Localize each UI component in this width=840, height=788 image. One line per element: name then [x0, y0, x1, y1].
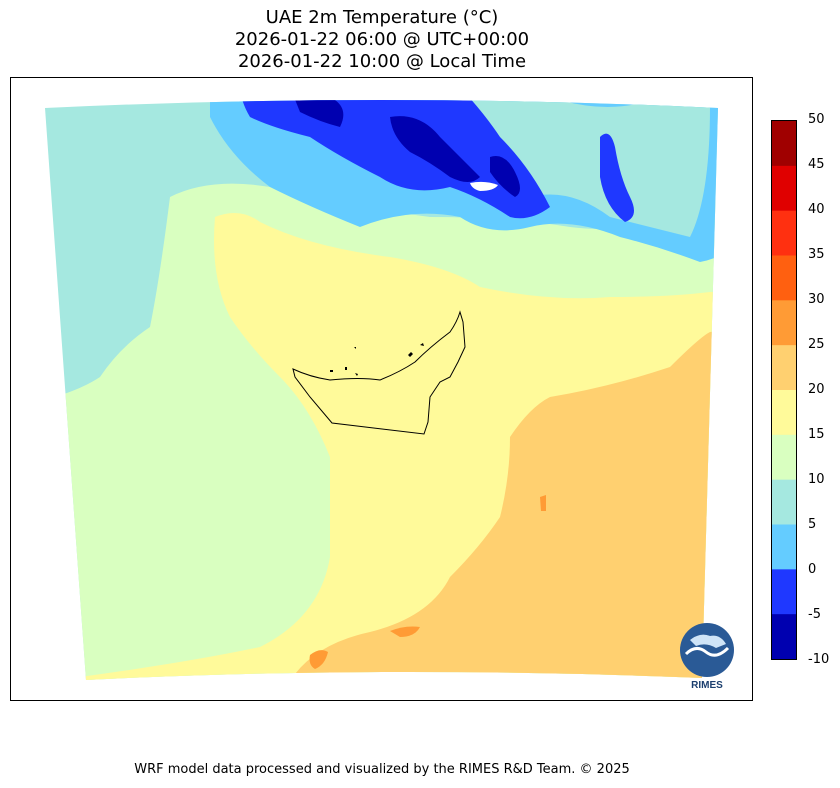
colorbar-swatch	[772, 390, 796, 436]
colorbar-tick-label: -5	[808, 607, 821, 622]
utc-time-subtitle: 2026-01-22 06:00 @ UTC+00:00	[234, 29, 530, 50]
colorbar-swatch	[772, 479, 796, 525]
colorbar-tick-label: 30	[808, 292, 825, 307]
colorbar-tick-label: 20	[808, 382, 825, 397]
colorbar	[771, 120, 797, 660]
colorbar-swatch	[772, 255, 796, 301]
zone-mild-north	[440, 100, 710, 237]
zone-orange-patch-2	[390, 626, 420, 637]
zone-orange-patch-3	[540, 495, 546, 511]
footer-credit: WRF model data processed and visualized …	[134, 762, 630, 777]
rimes-logo: RIMES	[680, 623, 734, 690]
colorbar-tick-label: 50	[808, 112, 825, 127]
colorbar-swatch	[772, 614, 796, 659]
colorbar-tick-label: 10	[808, 472, 825, 487]
map-title: UAE 2m Temperature (°C)	[265, 7, 499, 28]
colorbar-swatch	[772, 524, 796, 570]
colorbar-swatch	[772, 300, 796, 346]
colorbar-tick-label: 15	[808, 427, 825, 442]
zone-white-pocket	[470, 181, 498, 191]
rimes-logo-circle	[680, 623, 734, 677]
colorbar-swatches	[772, 121, 796, 659]
zone-cold-deep	[290, 100, 344, 127]
zone-cold-deep-2	[390, 116, 480, 182]
colorbar-swatch	[772, 569, 796, 615]
colorbar-swatch	[772, 121, 796, 167]
colorbar-tick-label: 40	[808, 202, 825, 217]
temperature-map	[45, 100, 718, 680]
colorbar-swatch	[772, 345, 796, 391]
colorbar-tick-label: 25	[808, 337, 825, 352]
colorbar-swatch	[772, 165, 796, 212]
colorbar-tick-label: 0	[808, 562, 817, 577]
uae-boundary	[292, 310, 466, 435]
zone-cold-east	[600, 133, 634, 222]
colorbar-tick-label: 5	[808, 517, 817, 532]
zone-orange-patch-1	[309, 650, 328, 669]
rimes-logo-land	[690, 634, 726, 648]
colorbar-swatch	[772, 434, 796, 481]
zone-orange-light	[280, 327, 718, 680]
rimes-logo-text: RIMES	[691, 680, 723, 690]
colorbar-swatch	[772, 210, 796, 256]
colorbar-tick-label: 35	[808, 247, 825, 262]
zone-cold-deep-3	[490, 156, 520, 197]
colorbar-tick-label: -10	[808, 652, 830, 667]
local-time-subtitle: 2026-01-22 10:00 @ Local Time	[237, 51, 527, 72]
rimes-logo-wave	[684, 646, 730, 657]
colorbar-tick-label: 45	[808, 157, 825, 172]
